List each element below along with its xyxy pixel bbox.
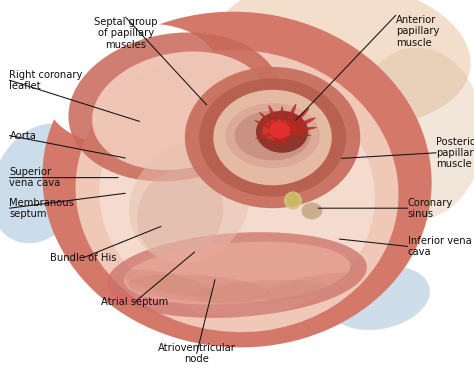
Ellipse shape <box>271 117 316 139</box>
Ellipse shape <box>259 112 290 141</box>
Ellipse shape <box>46 24 219 144</box>
Text: Bundle of His: Bundle of His <box>50 253 116 263</box>
Ellipse shape <box>225 103 320 168</box>
Text: Septal group
of papillary
muscles: Septal group of papillary muscles <box>94 17 157 50</box>
Text: Coronary
sinus: Coronary sinus <box>408 197 453 219</box>
Text: Aorta: Aorta <box>9 131 36 141</box>
Ellipse shape <box>137 168 223 259</box>
Text: Inferior vena
cava: Inferior vena cava <box>408 236 471 257</box>
Ellipse shape <box>277 104 296 145</box>
Circle shape <box>185 67 360 208</box>
Ellipse shape <box>107 232 367 318</box>
Circle shape <box>269 121 290 138</box>
Circle shape <box>256 111 308 153</box>
Ellipse shape <box>272 129 311 136</box>
Ellipse shape <box>280 106 284 144</box>
Ellipse shape <box>284 191 302 210</box>
Text: Atrioventricular
node: Atrioventricular node <box>158 343 236 364</box>
Ellipse shape <box>270 127 317 134</box>
Ellipse shape <box>0 0 118 99</box>
Ellipse shape <box>351 48 474 220</box>
Text: Membranous
septum: Membranous septum <box>9 197 74 219</box>
Ellipse shape <box>120 269 212 296</box>
Ellipse shape <box>235 111 310 160</box>
Ellipse shape <box>287 194 299 207</box>
Circle shape <box>199 78 346 197</box>
Ellipse shape <box>255 128 291 139</box>
Ellipse shape <box>0 123 90 243</box>
Ellipse shape <box>99 73 375 317</box>
Ellipse shape <box>268 124 287 149</box>
Text: Anterior
papillary
muscle: Anterior papillary muscle <box>396 15 439 48</box>
Ellipse shape <box>262 119 292 141</box>
Ellipse shape <box>212 0 471 127</box>
Ellipse shape <box>268 105 287 145</box>
Ellipse shape <box>262 273 354 300</box>
Ellipse shape <box>42 12 432 347</box>
Text: Posterior
papillary
muscle: Posterior papillary muscle <box>436 137 474 169</box>
Ellipse shape <box>328 266 430 330</box>
Circle shape <box>301 202 322 219</box>
Ellipse shape <box>273 108 310 143</box>
Ellipse shape <box>92 52 268 170</box>
Ellipse shape <box>68 32 283 181</box>
Ellipse shape <box>195 280 327 304</box>
Ellipse shape <box>129 142 250 263</box>
Ellipse shape <box>128 274 270 303</box>
Text: Atrial septum: Atrial septum <box>101 297 169 307</box>
Text: Superior
vena cava: Superior vena cava <box>9 167 61 188</box>
Ellipse shape <box>124 242 350 304</box>
Ellipse shape <box>75 50 399 332</box>
Text: Right coronary
leaflet: Right coronary leaflet <box>9 70 83 91</box>
Ellipse shape <box>254 120 292 138</box>
Circle shape <box>213 90 332 185</box>
